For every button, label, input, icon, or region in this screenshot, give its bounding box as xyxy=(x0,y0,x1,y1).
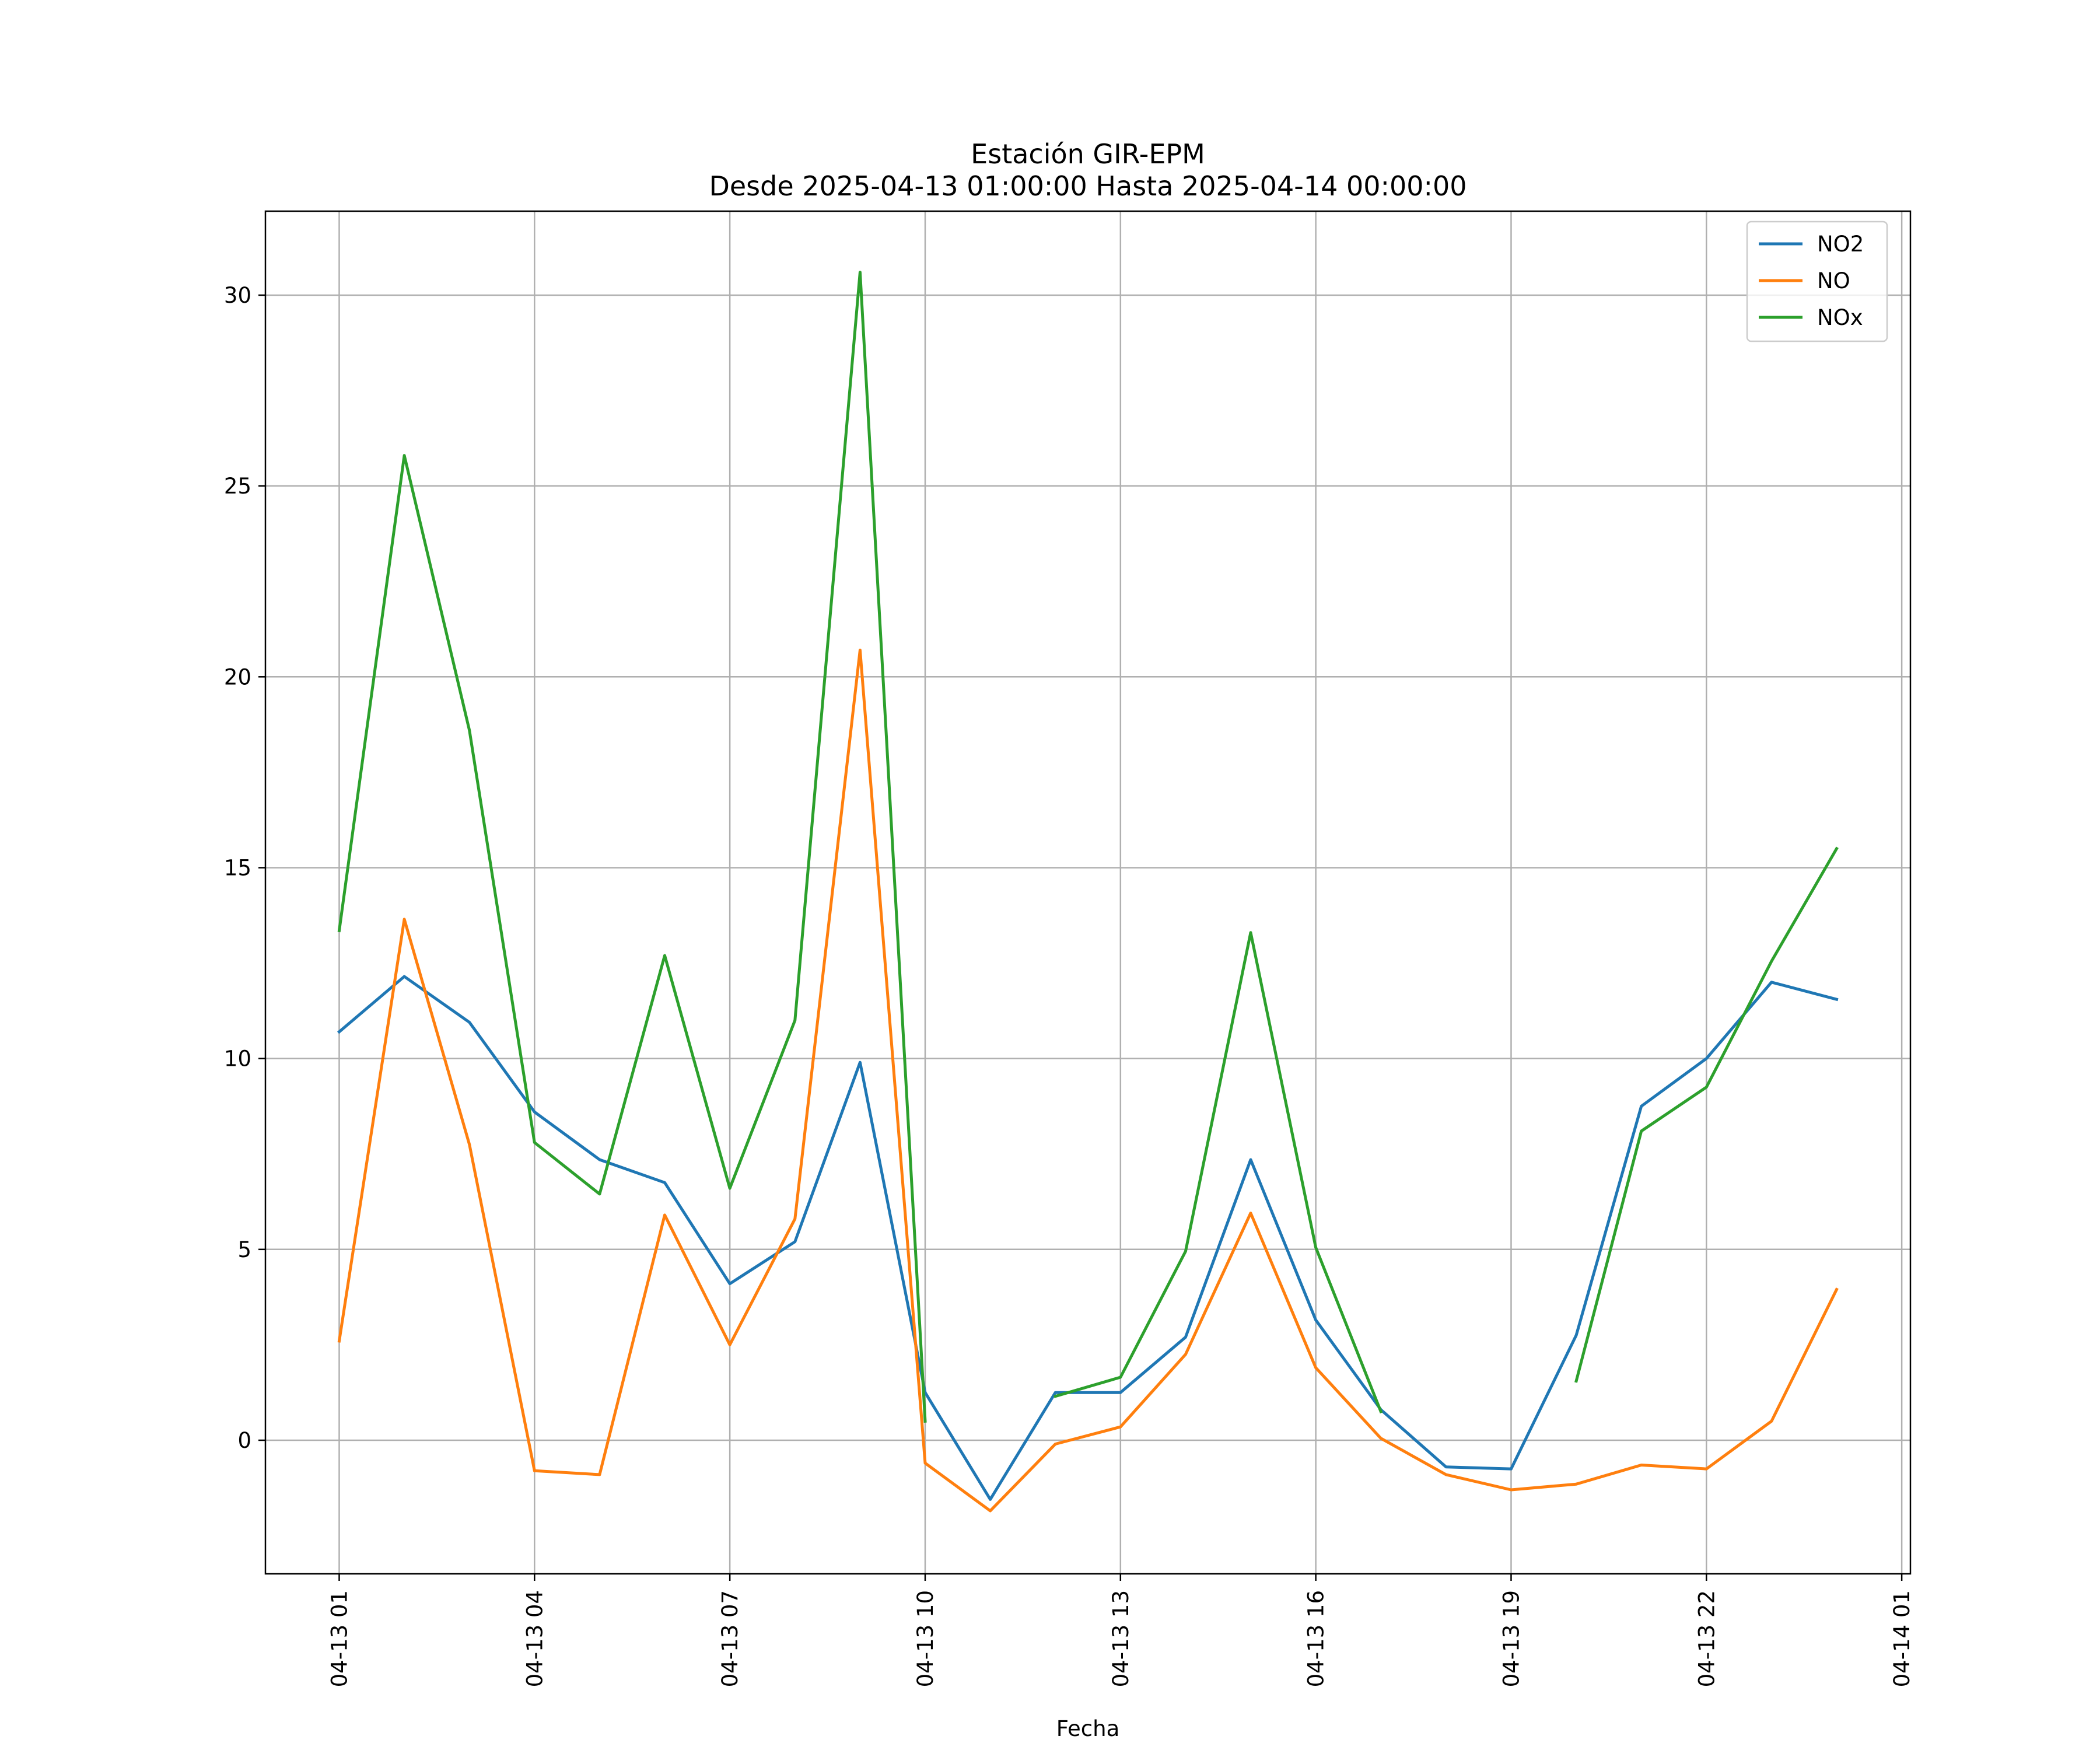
y-tick-label: 10 xyxy=(224,1046,251,1072)
y-tick-label: 30 xyxy=(224,283,251,308)
series-line-no2 xyxy=(337,975,1839,1501)
y-tick-label: 5 xyxy=(237,1237,251,1262)
grid xyxy=(265,211,1910,1574)
series-lines xyxy=(337,271,1839,1513)
series-no2 xyxy=(337,975,1839,1501)
chart-title: Estación GIR-EPM xyxy=(971,138,1205,170)
x-tick-label: 04-13 13 xyxy=(1108,1590,1133,1687)
series-line-nox xyxy=(337,271,1839,1423)
legend-label: NO2 xyxy=(1817,232,1864,257)
x-tick-label: 04-14 01 xyxy=(1889,1590,1915,1687)
series-no xyxy=(337,649,1839,1513)
chart-subtitle: Desde 2025-04-13 01:00:00 Hasta 2025-04-… xyxy=(709,170,1466,202)
x-tick-label: 04-13 22 xyxy=(1694,1590,1719,1687)
legend: NO2 NO NOx xyxy=(1746,220,1888,342)
x-axis-label: Fecha xyxy=(1056,1716,1120,1741)
series-line-no xyxy=(337,649,1839,1513)
legend-label: NO xyxy=(1817,268,1850,293)
x-tick-label: 04-13 10 xyxy=(913,1590,938,1687)
x-tick-label: 04-13 16 xyxy=(1304,1590,1329,1687)
series-nox xyxy=(337,271,1839,1423)
axis-ticks: 0 5 10 15 20 25 30 04-13 01 04-13 04 04-13 07 04-1… xyxy=(224,283,1915,1687)
y-tick-label: 25 xyxy=(224,474,251,499)
y-tick-label: 0 xyxy=(237,1428,251,1453)
y-tick-label: 20 xyxy=(224,664,251,690)
legend-label: NOx xyxy=(1817,305,1863,330)
x-tick-label: 04-13 07 xyxy=(718,1590,743,1687)
x-tick-label: 04-13 01 xyxy=(327,1590,352,1687)
plot-area-frame xyxy=(264,210,1912,1575)
x-tick-label: 04-13 19 xyxy=(1499,1590,1524,1687)
x-tick-label: 04-13 04 xyxy=(522,1590,547,1687)
y-tick-label: 15 xyxy=(224,855,251,880)
legend-box xyxy=(1746,220,1888,342)
